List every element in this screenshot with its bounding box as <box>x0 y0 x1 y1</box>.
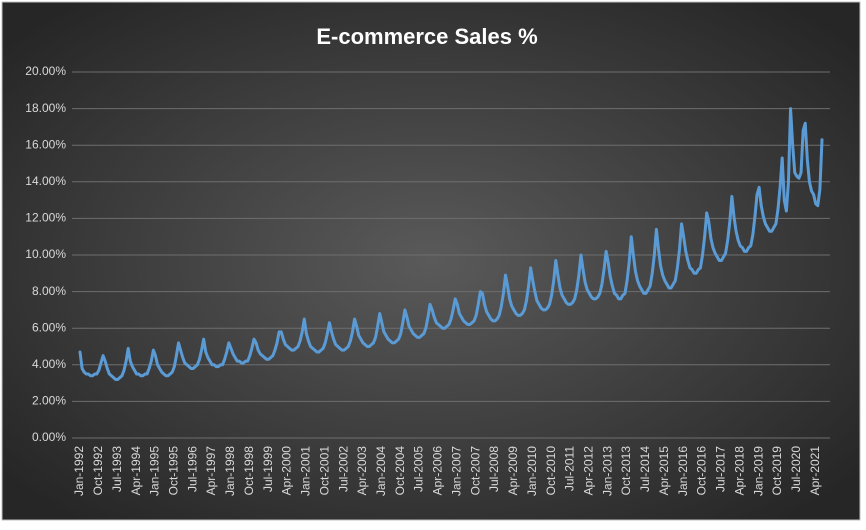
x-tick-label: Jan-2010 <box>525 446 539 496</box>
x-tick-label: Apr-2000 <box>280 446 294 496</box>
x-tick-label: Jul-2011 <box>563 446 577 491</box>
x-tick-label: Apr-1994 <box>129 446 143 496</box>
y-tick-label: 10.00% <box>25 247 66 261</box>
x-tick-label: Apr-2012 <box>582 446 596 496</box>
y-tick-label: 4.00% <box>32 357 66 371</box>
x-tick-label: Apr-2021 <box>808 446 822 496</box>
x-tick-label: Jul-2008 <box>487 446 501 492</box>
x-tick-label: Jan-2019 <box>751 446 765 496</box>
x-tick-label: Jul-1993 <box>110 446 124 492</box>
y-tick-label: 16.00% <box>25 137 66 151</box>
x-tick-label: Jul-2014 <box>638 446 652 492</box>
x-tick-label: Apr-1997 <box>204 446 218 496</box>
y-tick-label: 0.00% <box>32 430 66 444</box>
x-tick-label: Jan-2016 <box>676 446 690 496</box>
x-tick-label: Jan-2004 <box>374 446 388 496</box>
x-tick-label: Jan-1995 <box>148 446 162 496</box>
x-tick-label: Oct-2004 <box>393 446 407 496</box>
x-tick-label: Jan-2007 <box>449 446 463 496</box>
x-tick-label: Jul-1996 <box>185 446 199 492</box>
x-tick-label: Apr-2006 <box>431 446 445 496</box>
x-tick-label: Apr-2003 <box>355 446 369 496</box>
x-tick-label: Apr-2009 <box>506 446 520 496</box>
data-line <box>78 107 824 381</box>
y-tick-label: 12.00% <box>25 211 66 225</box>
x-tick-label: Oct-2007 <box>468 446 482 496</box>
x-tick-label: Jul-2002 <box>336 446 350 492</box>
x-tick-label: Jan-2001 <box>299 446 313 496</box>
x-tick-label: Oct-1995 <box>166 446 180 496</box>
x-tick-label: Oct-2013 <box>619 446 633 496</box>
x-tick-label: Apr-2018 <box>732 446 746 496</box>
x-tick-label: Jul-2020 <box>789 446 803 492</box>
x-tick-label: Jan-1998 <box>223 446 237 496</box>
x-tick-label: Oct-1992 <box>91 446 105 496</box>
x-tick-label: Oct-2016 <box>695 446 709 496</box>
x-tick-label: Oct-2001 <box>317 446 331 496</box>
x-tick-label: Jan-1992 <box>72 446 86 496</box>
y-tick-label: 6.00% <box>32 320 66 334</box>
x-tick-label: Jan-2013 <box>600 446 614 496</box>
x-tick-label: Apr-2015 <box>657 446 671 496</box>
x-tick-label: Oct-2010 <box>544 446 558 496</box>
chart-title: E-commerce Sales % <box>316 24 537 49</box>
x-tick-label: Jul-2005 <box>412 446 426 492</box>
x-tick-label: Jul-2017 <box>714 446 728 492</box>
y-tick-label: 14.00% <box>25 174 66 188</box>
x-tick-label: Oct-2019 <box>770 446 784 496</box>
y-tick-label: 18.00% <box>25 101 66 115</box>
y-tick-label: 8.00% <box>32 284 66 298</box>
x-tick-label: Jul-1999 <box>261 446 275 492</box>
y-tick-label: 20.00% <box>25 64 66 78</box>
chart-background <box>1 1 861 521</box>
y-tick-label: 2.00% <box>32 394 66 408</box>
x-tick-label: Oct-1998 <box>242 446 256 496</box>
